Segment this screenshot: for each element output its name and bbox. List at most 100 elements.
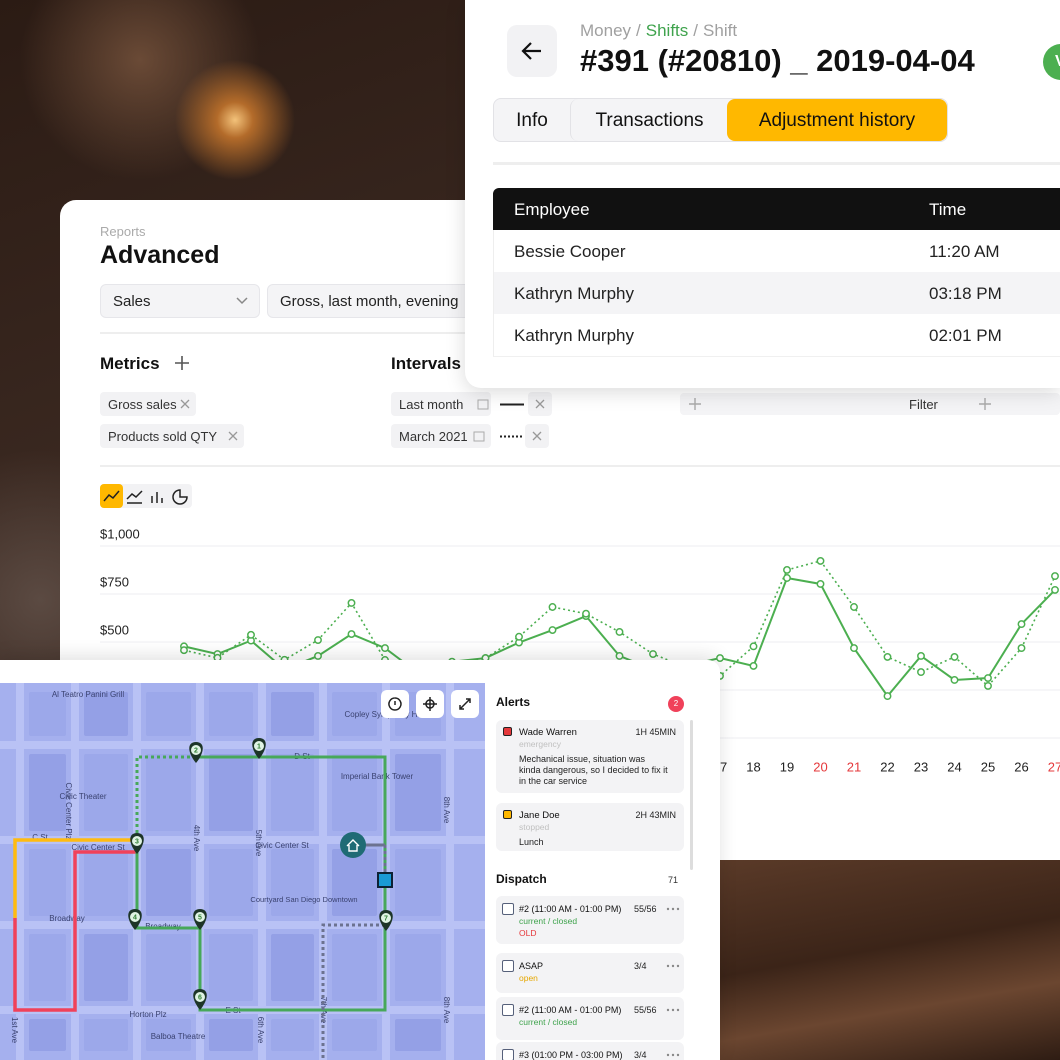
wood-background — [720, 860, 1060, 1060]
stop-pin-inner — [130, 912, 140, 922]
chart-type-button[interactable] — [100, 484, 123, 508]
city-block — [146, 849, 191, 916]
stop-pin-inner — [195, 992, 205, 1002]
city-block — [332, 934, 377, 1001]
back-button[interactable] — [507, 25, 557, 77]
dispatch-card[interactable]: #2 (11:00 AM - 01:00 PM) 55/56 current / c… — [496, 997, 684, 1040]
menu-dot — [671, 1008, 675, 1012]
stop-number: 2 — [194, 747, 198, 754]
x-icon — [535, 399, 545, 409]
chart-type-icon — [126, 490, 143, 504]
divider — [493, 162, 1060, 165]
data-point — [548, 603, 557, 611]
map-label: Imperial Bank Tower — [341, 772, 414, 781]
data-point — [984, 681, 992, 690]
more-menu — [666, 1053, 680, 1057]
table-cell: 02:01 PM — [929, 326, 1002, 345]
data-point — [850, 603, 858, 611]
breadcrumb-item: / — [636, 21, 641, 40]
x-tick-label: 21 — [847, 759, 861, 774]
more-menu — [666, 907, 680, 911]
menu-dot — [671, 1053, 675, 1057]
alert-card[interactable]: Wade Warren 1H 45MIN emergency Mechanical i… — [496, 720, 684, 793]
data-point — [950, 676, 959, 684]
legend-swatch — [500, 435, 524, 438]
dispatch-panel: Al Teatro Panini Grill Civic Center Plz Ci… — [0, 660, 720, 1060]
stop-number: 6 — [198, 994, 202, 1001]
map-control-icon — [423, 697, 437, 711]
city-block — [146, 1019, 191, 1051]
stop-number: 4 — [133, 914, 137, 921]
alert-count: 2 — [673, 699, 679, 708]
stop-pin-inner — [191, 745, 201, 755]
remove-button — [532, 431, 542, 441]
data-point — [582, 609, 590, 618]
map-control[interactable] — [381, 690, 409, 718]
dispatch-card[interactable]: ASAP 3/4 open — [496, 953, 684, 993]
route-gray-planned — [321, 845, 387, 1060]
vehicle — [377, 872, 393, 888]
status-text: V — [1055, 54, 1060, 70]
data-point — [615, 628, 624, 636]
data-point — [1051, 585, 1059, 594]
alert-card[interactable]: Jane Doe 2H 43MIN stopped Lunch — [496, 803, 684, 851]
checkbox[interactable] — [502, 960, 514, 972]
menu-dot — [666, 1008, 670, 1012]
city-block — [332, 1019, 377, 1051]
tab[interactable]: Adjustment history — [727, 99, 947, 141]
city-block — [209, 849, 253, 916]
map-label: Civic Center St — [255, 841, 309, 850]
city-block — [332, 754, 377, 831]
dispatch-status: current / closed — [519, 916, 578, 926]
breadcrumb-item[interactable]: Shifts — [645, 21, 689, 40]
chart-type-button[interactable] — [146, 484, 169, 508]
calendar-shape — [473, 431, 485, 442]
tab-label: Transactions — [595, 110, 704, 131]
data-point — [749, 661, 758, 670]
breadcrumb-item[interactable]: Shift — [703, 21, 738, 40]
data-point — [917, 652, 925, 660]
x-tick-label: 22 — [880, 759, 894, 774]
checkbox[interactable] — [502, 903, 514, 915]
map-control[interactable] — [451, 690, 479, 718]
data-point — [950, 652, 959, 661]
dispatch-card[interactable]: #2 (11:00 AM - 01:00 PM) 55/56 current / c… — [496, 896, 684, 944]
route-green-planned — [135, 755, 196, 845]
chart-type-button[interactable] — [169, 484, 192, 508]
plus-icon — [689, 398, 701, 410]
map-label: Civic Center Plz — [64, 783, 73, 840]
metric-chip: Gross sales — [100, 392, 196, 416]
legend-swatch — [500, 403, 524, 406]
alert-note: Lunch — [519, 837, 544, 847]
chart-type-button[interactable] — [123, 484, 146, 508]
map-label: Civic Center St — [71, 843, 125, 852]
menu-dot — [671, 907, 675, 911]
map-label: 4th Ave — [192, 825, 201, 852]
city-block — [395, 754, 441, 831]
select[interactable]: Sales — [100, 284, 260, 318]
map-control-icon — [459, 698, 471, 710]
city-block — [271, 934, 314, 1001]
tab[interactable]: Transactions — [570, 99, 728, 141]
stop-number: 1 — [257, 743, 261, 750]
add-button — [979, 398, 991, 410]
menu-dot — [676, 907, 680, 911]
breadcrumb-item[interactable]: Money — [580, 21, 632, 40]
breadcrumb-item: / — [693, 21, 699, 40]
tab[interactable]: Info — [494, 99, 570, 141]
dispatch-title: Dispatch — [496, 872, 547, 886]
remove-button — [180, 399, 190, 409]
route-red — [13, 850, 137, 1012]
dispatch-card[interactable]: #3 (01:00 PM - 03:00 PM) 3/4 — [496, 1042, 684, 1060]
remove-button — [535, 399, 545, 409]
icon-path — [103, 490, 120, 502]
city-block — [146, 754, 191, 831]
map-control[interactable] — [416, 690, 444, 718]
tabs: Info Transactions Adjustment history — [493, 98, 948, 142]
stop-pin-inner — [132, 836, 142, 846]
checkbox[interactable] — [502, 1049, 514, 1060]
icon-path — [172, 489, 188, 505]
data-point — [615, 652, 624, 660]
checkbox[interactable] — [502, 1004, 514, 1016]
